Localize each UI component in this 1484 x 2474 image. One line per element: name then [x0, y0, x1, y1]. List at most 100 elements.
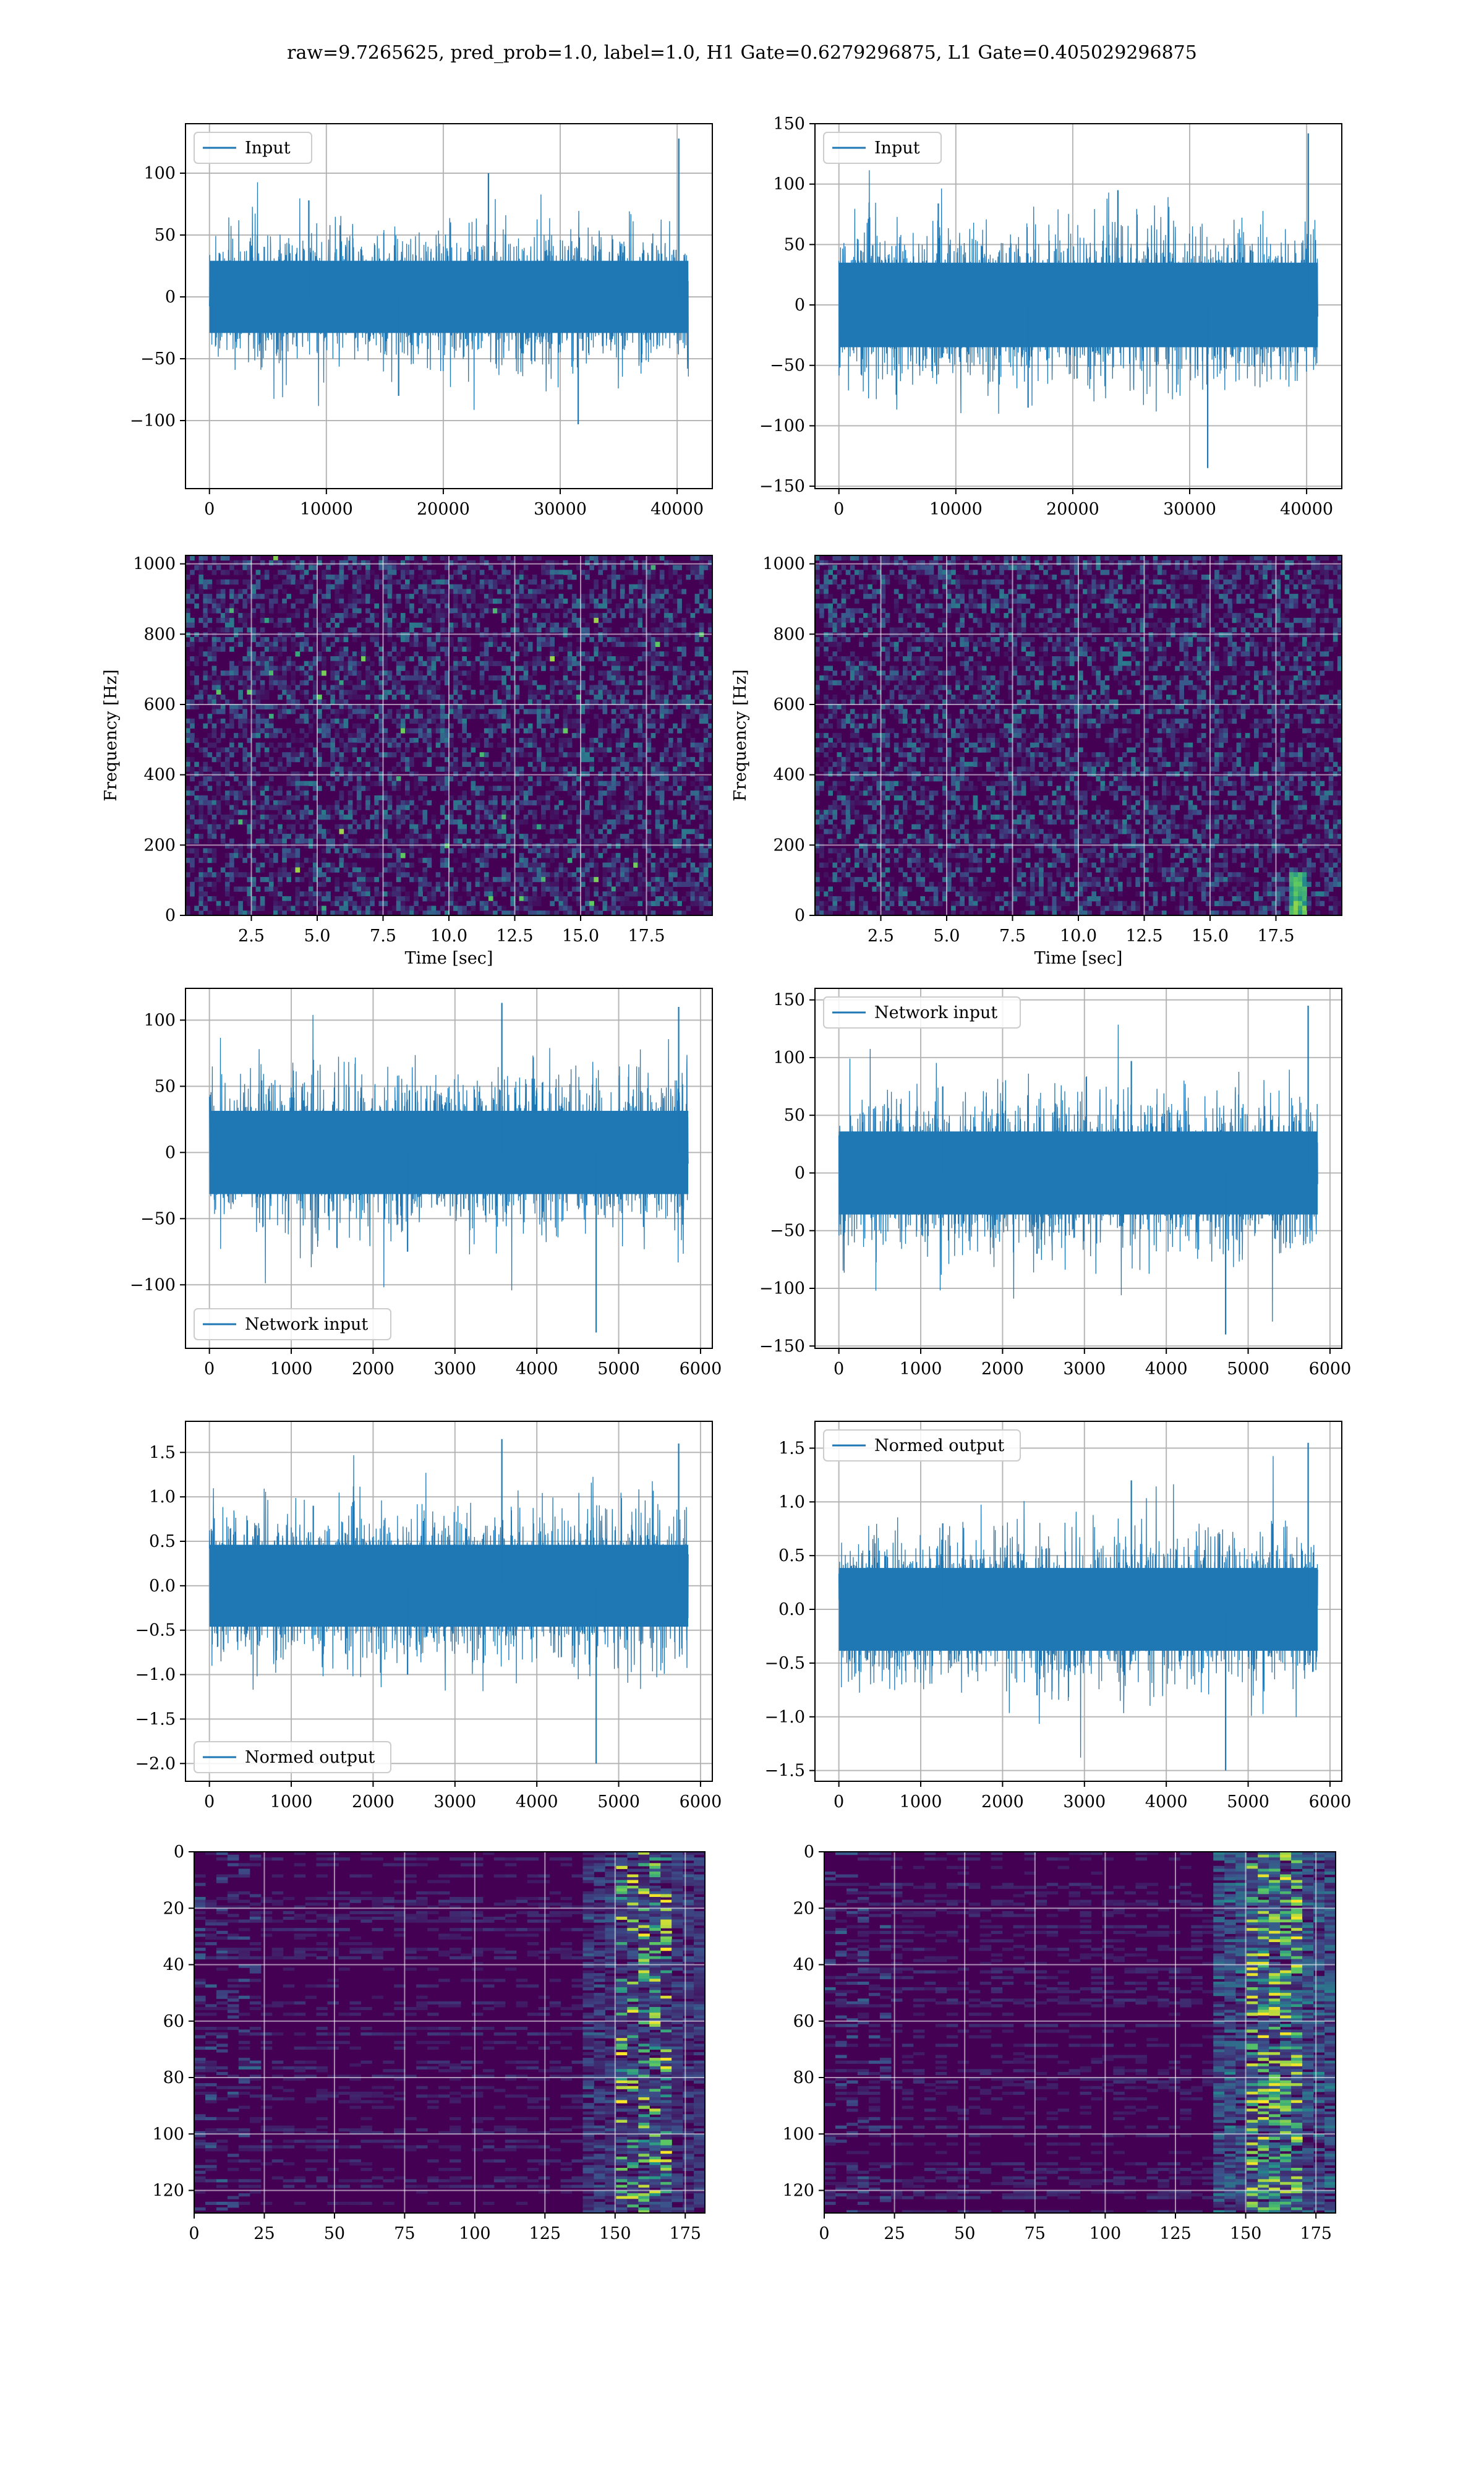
heatmap-cell: [707, 815, 713, 820]
heatmap-cell: [589, 685, 594, 690]
heatmap-cell: [707, 723, 713, 729]
heatmap-cell: [576, 834, 581, 839]
heatmap-cell: [863, 565, 868, 570]
heatmap-cell: [291, 661, 296, 667]
heatmap-cell: [471, 690, 476, 695]
heatmap-cell: [541, 881, 546, 888]
heatmap-cell: [1280, 555, 1286, 561]
heatmap-cell: [558, 829, 564, 834]
heatmap-cell: [418, 881, 423, 888]
heatmap-cell: [251, 901, 257, 907]
heatmap-cell: [602, 579, 608, 585]
heatmap-cell: [282, 675, 287, 681]
heatmap-cell: [703, 603, 709, 609]
heatmap-cell: [541, 891, 546, 897]
heatmap-cell: [607, 881, 612, 888]
heatmap-cell: [686, 881, 691, 888]
heatmap-cell: [510, 560, 516, 566]
heatmap-cell: [519, 896, 524, 902]
heatmap-cell: [602, 598, 608, 604]
heatmap-cell: [615, 838, 621, 844]
heatmap-cell: [576, 699, 581, 705]
heatmap-cell: [304, 810, 309, 815]
heatmap-cell: [659, 857, 665, 863]
heatmap-cell: [453, 905, 458, 911]
heatmap-cell: [352, 829, 357, 834]
heatmap-cell: [400, 862, 406, 868]
heatmap-cell: [937, 570, 943, 575]
heatmap-cell: [479, 555, 485, 561]
heatmap-cell: [1091, 565, 1096, 570]
heatmap-cell: [659, 810, 665, 815]
heatmap-cell: [642, 709, 647, 714]
heatmap-cell: [260, 867, 265, 873]
heatmap-cell: [238, 632, 243, 638]
heatmap-cell: [471, 905, 476, 911]
heatmap-cell: [304, 641, 309, 648]
heatmap-cell: [563, 598, 568, 604]
heatmap-cell: [493, 584, 498, 589]
heatmap-cell: [229, 704, 234, 709]
heatmap-cell: [501, 666, 506, 671]
heatmap-cell: [598, 776, 603, 782]
heatmap-cell: [501, 853, 506, 858]
heatmap-cell: [198, 589, 203, 594]
heatmap-cell: [255, 661, 261, 667]
heatmap-cell: [598, 795, 603, 801]
heatmap-cell: [581, 810, 586, 815]
heatmap-cell: [677, 742, 682, 748]
heatmap-cell: [387, 622, 393, 628]
heatmap-cell: [629, 613, 634, 618]
heatmap-cell: [625, 666, 629, 671]
heatmap-cell: [523, 594, 529, 599]
heatmap-cell: [659, 570, 665, 575]
heatmap-cell: [690, 886, 696, 892]
heatmap-cell: [348, 881, 353, 888]
heatmap-cell: [308, 872, 313, 878]
heatmap-cell: [330, 766, 335, 772]
heatmap-cell: [405, 570, 410, 575]
heatmap-cell: [493, 661, 498, 667]
heatmap-cell: [633, 891, 638, 897]
heatmap-cell: [462, 627, 467, 633]
heatmap-cell: [585, 555, 590, 561]
heatmap-cell: [558, 570, 564, 575]
heatmap-cell: [356, 876, 362, 883]
heatmap-cell: [414, 896, 419, 902]
heatmap-cell: [400, 723, 406, 729]
heatmap-cell: [707, 622, 713, 628]
heatmap-cell: [356, 695, 362, 700]
heatmap-cell: [400, 617, 406, 623]
heatmap-cell: [278, 617, 283, 623]
heatmap-cell: [264, 617, 270, 623]
heatmap-cell: [541, 853, 546, 858]
heatmap-cell: [216, 603, 221, 609]
heatmap-cell: [615, 756, 621, 763]
heatmap-cell: [295, 848, 301, 854]
heatmap-cell: [194, 704, 199, 709]
heatmap-cell: [229, 594, 234, 599]
heatmap-cell: [295, 905, 301, 911]
heatmap-cell: [611, 709, 616, 714]
heatmap-cell: [523, 905, 529, 911]
heatmap-cell: [458, 704, 463, 709]
heatmap-cell: [400, 752, 406, 758]
heatmap-cell: [299, 752, 305, 758]
heatmap-cell: [550, 776, 555, 782]
heatmap-cell: [431, 776, 437, 782]
heatmap-cell: [224, 752, 230, 758]
heatmap-cell: [663, 636, 669, 643]
heatmap-cell: [229, 565, 234, 570]
heatmap-cell: [400, 675, 406, 681]
heatmap-cell: [427, 690, 432, 695]
heatmap-cell: [501, 560, 506, 566]
heatmap-cell: [1183, 565, 1189, 570]
heatmap-cell: [1104, 565, 1110, 570]
heatmap-cell: [194, 680, 199, 686]
heatmap-cell: [545, 718, 550, 724]
heatmap-cell: [260, 670, 265, 676]
heatmap-cell: [686, 699, 691, 705]
heatmap-cell: [1315, 560, 1321, 566]
heatmap-cell: [427, 881, 432, 888]
heatmap-cell: [532, 862, 537, 868]
